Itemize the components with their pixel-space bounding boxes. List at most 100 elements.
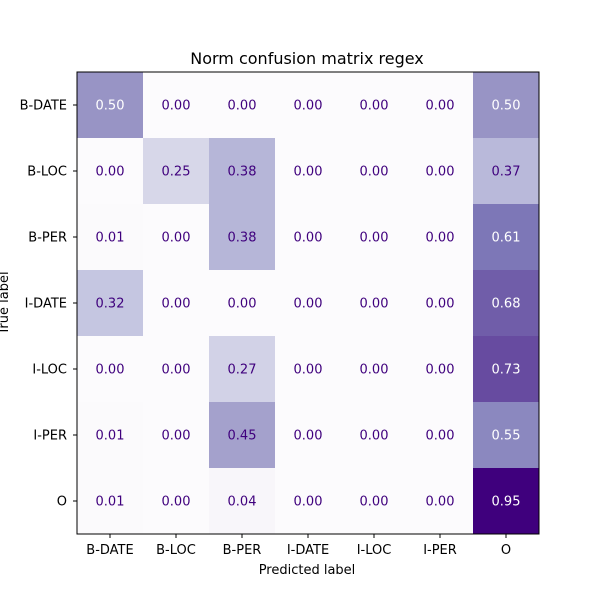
cell-value-label: 0.00 [228,297,257,312]
cell-value-label: 0.00 [294,429,323,444]
heatmap-cell [473,204,540,271]
heatmap-cell [473,336,540,403]
cell-value-label: 0.00 [426,495,455,510]
cell-value-label: 0.50 [96,99,125,114]
cell-value-label: 0.00 [426,429,455,444]
cell-value-label: 0.00 [426,231,455,246]
heatmap-cell [275,204,342,271]
cell-value-label: 0.00 [426,165,455,180]
heatmap-cell [341,138,408,205]
cell-value-label: 0.00 [360,363,389,378]
cell-value-label: 0.00 [162,297,191,312]
cell-value-label: 0.00 [96,363,125,378]
cell-value-label: 0.00 [162,495,191,510]
cell-value-label: 0.00 [162,231,191,246]
x-tick-label: B-DATE [86,543,133,558]
cell-value-label: 0.00 [294,363,323,378]
heatmap-cell [77,138,144,205]
cell-value-label: 0.00 [162,363,191,378]
heatmap-cell [275,468,342,535]
cell-value-label: 0.04 [228,495,257,510]
heatmap-cell [341,402,408,469]
cell-value-label: 0.25 [162,165,191,180]
y-tick-label: I-DATE [25,297,67,312]
heatmap-cell [407,402,474,469]
heatmap-cell [143,468,210,535]
cell-value-label: 0.32 [96,297,125,312]
heatmap-cell-labels: 0.50 0.00 0.00 0.00 0.00 0.00 0.50 0.00 0.25 0.38… [96,99,521,510]
heatmap-cell [407,270,474,337]
x-axis-ticks: B-DATE B-LOC B-PER I-DATE I-LOC I-PER O [86,534,511,558]
heatmap-cell [341,270,408,337]
x-tick-label: O [501,543,511,558]
heatmap-cell [209,138,276,205]
cell-value-label: 0.00 [294,231,323,246]
cell-value-label: 0.68 [492,297,521,312]
cell-value-label: 0.00 [294,495,323,510]
cell-value-label: 0.00 [360,99,389,114]
cell-value-label: 0.45 [228,429,257,444]
y-tick-label: I-PER [33,429,67,444]
cell-value-label: 0.00 [426,297,455,312]
cell-value-label: 0.00 [426,99,455,114]
heatmap-cell [473,138,540,205]
x-tick-label: I-LOC [357,543,392,558]
cell-value-label: 0.01 [96,231,125,246]
cell-value-label: 0.01 [96,495,125,510]
heatmap-cell [143,270,210,337]
cell-value-label: 0.37 [492,165,521,180]
x-tick-label: I-DATE [287,543,329,558]
y-tick-label: O [57,495,67,510]
heatmap-cell [77,468,144,535]
y-axis-label: True label [0,271,12,335]
cell-value-label: 0.00 [162,429,191,444]
x-tick-label: B-PER [223,543,262,558]
heatmap-cell [209,468,276,535]
heatmap-cell [407,336,474,403]
cell-value-label: 0.00 [360,429,389,444]
cell-value-label: 0.00 [360,297,389,312]
cell-value-label: 0.95 [492,495,521,510]
cell-value-label: 0.00 [96,165,125,180]
cell-value-label: 0.38 [228,165,257,180]
heatmap-cell [473,468,540,535]
heatmap-cell [143,138,210,205]
heatmap-cell [77,270,144,337]
y-axis-ticks: B-DATE B-LOC B-PER I-DATE I-LOC I-PER O [20,99,77,510]
cell-value-label: 0.00 [426,363,455,378]
x-tick-label: B-LOC [156,543,196,558]
y-tick-label: B-PER [28,231,67,246]
heatmap-cell [143,72,210,139]
cell-value-label: 0.00 [162,99,191,114]
heatmap-cell [209,270,276,337]
cell-value-label: 0.73 [492,363,521,378]
heatmap-cell [275,270,342,337]
heatmap-cell [407,468,474,535]
cell-value-label: 0.00 [360,165,389,180]
heatmap-cell [77,204,144,271]
cell-value-label: 0.27 [228,363,257,378]
heatmap-cells [77,72,540,535]
heatmap-cell [341,204,408,271]
heatmap-cell [275,138,342,205]
cell-value-label: 0.00 [228,99,257,114]
heatmap-cell [77,72,144,139]
y-tick-label: B-LOC [27,165,67,180]
heatmap-cell [143,402,210,469]
heatmap-cell [407,72,474,139]
heatmap-cell [143,204,210,271]
cell-value-label: 0.38 [228,231,257,246]
heatmap-cell [209,204,276,271]
heatmap-cell [275,336,342,403]
y-tick-label: B-DATE [20,99,67,114]
cell-value-label: 0.50 [492,99,521,114]
heatmap-cell [275,72,342,139]
heatmap-cell [209,336,276,403]
cell-value-label: 0.00 [360,495,389,510]
heatmap-cell [407,204,474,271]
heatmap-cell [209,72,276,139]
heatmap-cell [77,402,144,469]
x-axis-label: Predicted label [259,563,356,578]
cell-value-label: 0.00 [294,297,323,312]
chart-title: Norm confusion matrix regex [190,49,424,68]
